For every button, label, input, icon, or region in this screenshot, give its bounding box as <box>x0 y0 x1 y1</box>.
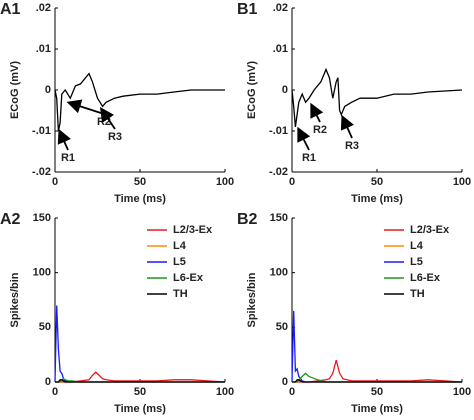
y-tick-label: 100 <box>270 267 288 279</box>
x-tick-label: 0 <box>52 386 58 398</box>
x-tick-label: 100 <box>216 386 234 398</box>
annotation: R3 <box>345 140 359 152</box>
legend-label: L6-Ex <box>173 272 204 284</box>
y-tick-label: .01 <box>36 43 51 55</box>
annotation-arrow <box>99 107 116 130</box>
x-tick-label: 50 <box>371 176 383 188</box>
y-tick-label: -.01 <box>269 125 288 137</box>
y-tick-label: 0 <box>45 376 51 388</box>
y-axis-label: ECoG (mV) <box>9 61 21 119</box>
panel-label: B2 <box>237 211 258 228</box>
annotation-arrow <box>340 114 354 139</box>
y-tick-label: 50 <box>276 321 288 333</box>
panel-label: A1 <box>0 1 21 18</box>
legend-label: L2/3-Ex <box>410 224 450 236</box>
y-tick-label: .01 <box>273 43 288 55</box>
x-axis-label: Time (ms) <box>351 403 403 415</box>
y-tick-label: -.02 <box>269 166 288 178</box>
x-axis-label: Time (ms) <box>114 403 166 415</box>
x-tick-label: 50 <box>371 386 383 398</box>
panel-label: B1 <box>237 1 258 18</box>
annotation: R1 <box>302 152 316 164</box>
series-line <box>292 379 462 383</box>
x-tick-label: 0 <box>289 176 295 188</box>
annotation: R1 <box>61 152 75 164</box>
series-line <box>55 371 226 383</box>
y-tick-label: 50 <box>39 321 51 333</box>
y-tick-label: 150 <box>33 212 51 224</box>
legend-label: L2/3-Ex <box>173 224 213 236</box>
y-axis-label: ECoG (mV) <box>246 61 258 119</box>
y-tick-label: .02 <box>273 2 288 14</box>
x-tick-label: 100 <box>453 386 471 398</box>
annotation: R2 <box>313 124 327 136</box>
panel-label: A2 <box>0 211 21 228</box>
x-tick-label: 100 <box>453 176 471 188</box>
annotation: R3 <box>108 131 122 143</box>
x-tick-label: 0 <box>52 176 58 188</box>
series-line <box>291 310 462 383</box>
series-line <box>291 67 463 127</box>
y-tick-label: 0 <box>282 376 288 388</box>
y-tick-label: -.01 <box>32 125 51 137</box>
y-tick-label: -.02 <box>32 166 51 178</box>
legend-label: L4 <box>410 240 424 252</box>
x-axis-label: Time (ms) <box>114 193 166 205</box>
x-tick-label: 50 <box>134 386 146 398</box>
legend-label: L5 <box>173 256 186 268</box>
annotation-arrow <box>297 126 311 151</box>
legend-label: TH <box>173 288 188 300</box>
y-tick-label: 0 <box>45 84 51 96</box>
x-tick-label: 100 <box>216 176 234 188</box>
x-tick-label: 50 <box>134 176 146 188</box>
y-tick-label: 100 <box>33 267 51 279</box>
series-line <box>54 72 225 132</box>
x-axis-label: Time (ms) <box>351 193 403 205</box>
x-tick-label: 0 <box>289 386 295 398</box>
y-tick-label: 0 <box>282 84 288 96</box>
legend-label: L6-Ex <box>410 272 441 284</box>
y-axis-label: Spikes/bin <box>9 272 21 327</box>
series-line <box>55 379 225 383</box>
series-line <box>292 359 463 383</box>
annotation-arrow <box>57 128 71 151</box>
y-axis-label: Spikes/bin <box>246 272 258 327</box>
annotation: R2 <box>97 116 111 128</box>
annotation-arrow <box>310 102 324 123</box>
legend-label: L4 <box>173 240 187 252</box>
y-tick-label: 150 <box>270 212 288 224</box>
legend-label: TH <box>410 288 425 300</box>
legend-label: L5 <box>410 256 423 268</box>
y-tick-label: .02 <box>36 2 51 14</box>
annotation-arrow <box>66 99 105 115</box>
series-line <box>54 305 225 383</box>
